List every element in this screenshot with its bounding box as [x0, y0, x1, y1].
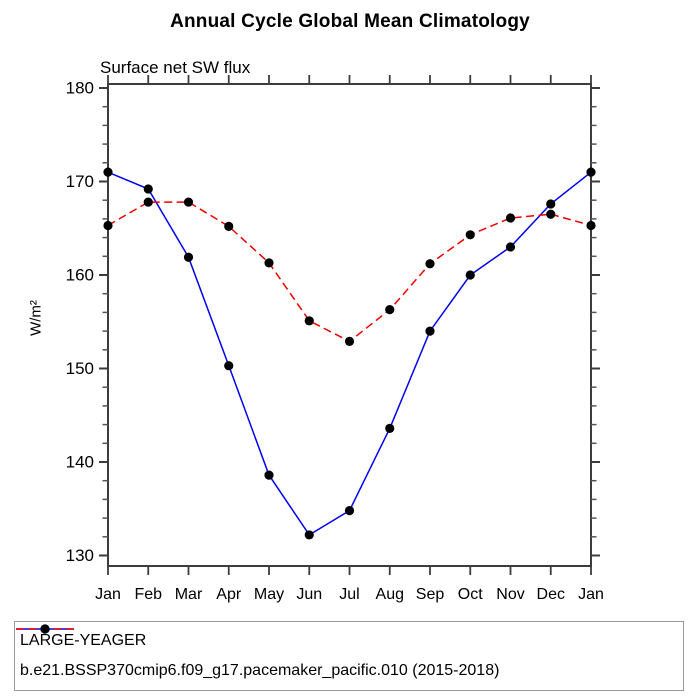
x-tick-label: Nov	[496, 586, 524, 603]
data-point-marker	[224, 221, 234, 231]
data-point-marker	[546, 199, 556, 209]
data-point-marker	[505, 242, 516, 252]
data-point-marker	[505, 213, 516, 223]
data-point-marker	[385, 423, 395, 433]
data-point-marker	[143, 197, 153, 207]
data-point-marker	[465, 230, 475, 240]
y-tick-label: 130	[66, 546, 94, 565]
data-point-marker	[304, 316, 314, 326]
chart-title: Annual Cycle Global Mean Climatology	[170, 11, 530, 32]
legend-swatch-dashed-line	[16, 624, 74, 634]
data-point-marker	[546, 209, 556, 219]
legend-label: b.e21.BSSP370cmip6.f09_g17.pacemaker_pac…	[20, 662, 500, 679]
legend: LARGE-YEAGER b.e21.BSSP370cmip6.f09_g17.p…	[14, 621, 684, 691]
legend-marker-dot	[40, 624, 50, 634]
data-point-marker	[425, 326, 435, 336]
x-tick-label: May	[254, 586, 284, 603]
data-point-marker	[586, 220, 596, 231]
chart-subtitle: Surface net SW flux	[100, 58, 251, 77]
y-tick-label: 150	[66, 359, 94, 378]
y-tick-label: 140	[66, 453, 94, 472]
data-point-marker	[103, 220, 113, 231]
data-point-marker	[344, 336, 355, 346]
y-tick-label: 170	[66, 172, 94, 191]
x-tick-label: Apr	[216, 586, 242, 603]
series-line-pacemaker	[107, 201, 592, 343]
data-point-marker	[143, 184, 153, 194]
legend-label: LARGE-YEAGER	[20, 632, 147, 649]
data-point-marker	[264, 470, 274, 480]
data-point-marker	[183, 197, 194, 207]
data-point-marker	[425, 259, 435, 269]
data-point-marker	[264, 258, 274, 268]
x-tick-label: Sep	[416, 586, 445, 603]
legend-row: b.e21.BSSP370cmip6.f09_g17.pacemaker_pac…	[15, 624, 683, 686]
data-point-marker	[586, 167, 596, 177]
data-point-marker	[224, 361, 234, 371]
x-tick-label: Aug	[376, 586, 404, 603]
data-point-marker	[183, 252, 194, 262]
data-point-marker	[385, 304, 395, 315]
data-point-marker	[103, 167, 113, 177]
data-point-marker	[344, 506, 355, 516]
series-line-large-yeager	[107, 171, 592, 536]
legend-row: LARGE-YEAGER	[15, 624, 683, 656]
y-tick-label: 180	[66, 79, 94, 98]
data-point-marker	[465, 270, 475, 280]
data-point-marker	[304, 530, 314, 540]
x-tick-label: Dec	[537, 586, 565, 603]
y-tick-label: 160	[66, 266, 94, 285]
plot-frame	[107, 83, 592, 567]
x-tick-label: Feb	[134, 586, 162, 603]
x-tick-label: Mar	[175, 586, 203, 603]
x-tick-label: Jan	[95, 586, 121, 603]
x-tick-label: Jan	[578, 586, 604, 603]
chart-canvas: 130 140 150 160 170 180 Jan Feb Mar Apr May Jun Jul A…	[66, 75, 604, 603]
x-tick-label: Oct	[458, 586, 483, 603]
x-tick-label: Jun	[296, 586, 322, 603]
x-tick-label: Jul	[339, 586, 359, 603]
